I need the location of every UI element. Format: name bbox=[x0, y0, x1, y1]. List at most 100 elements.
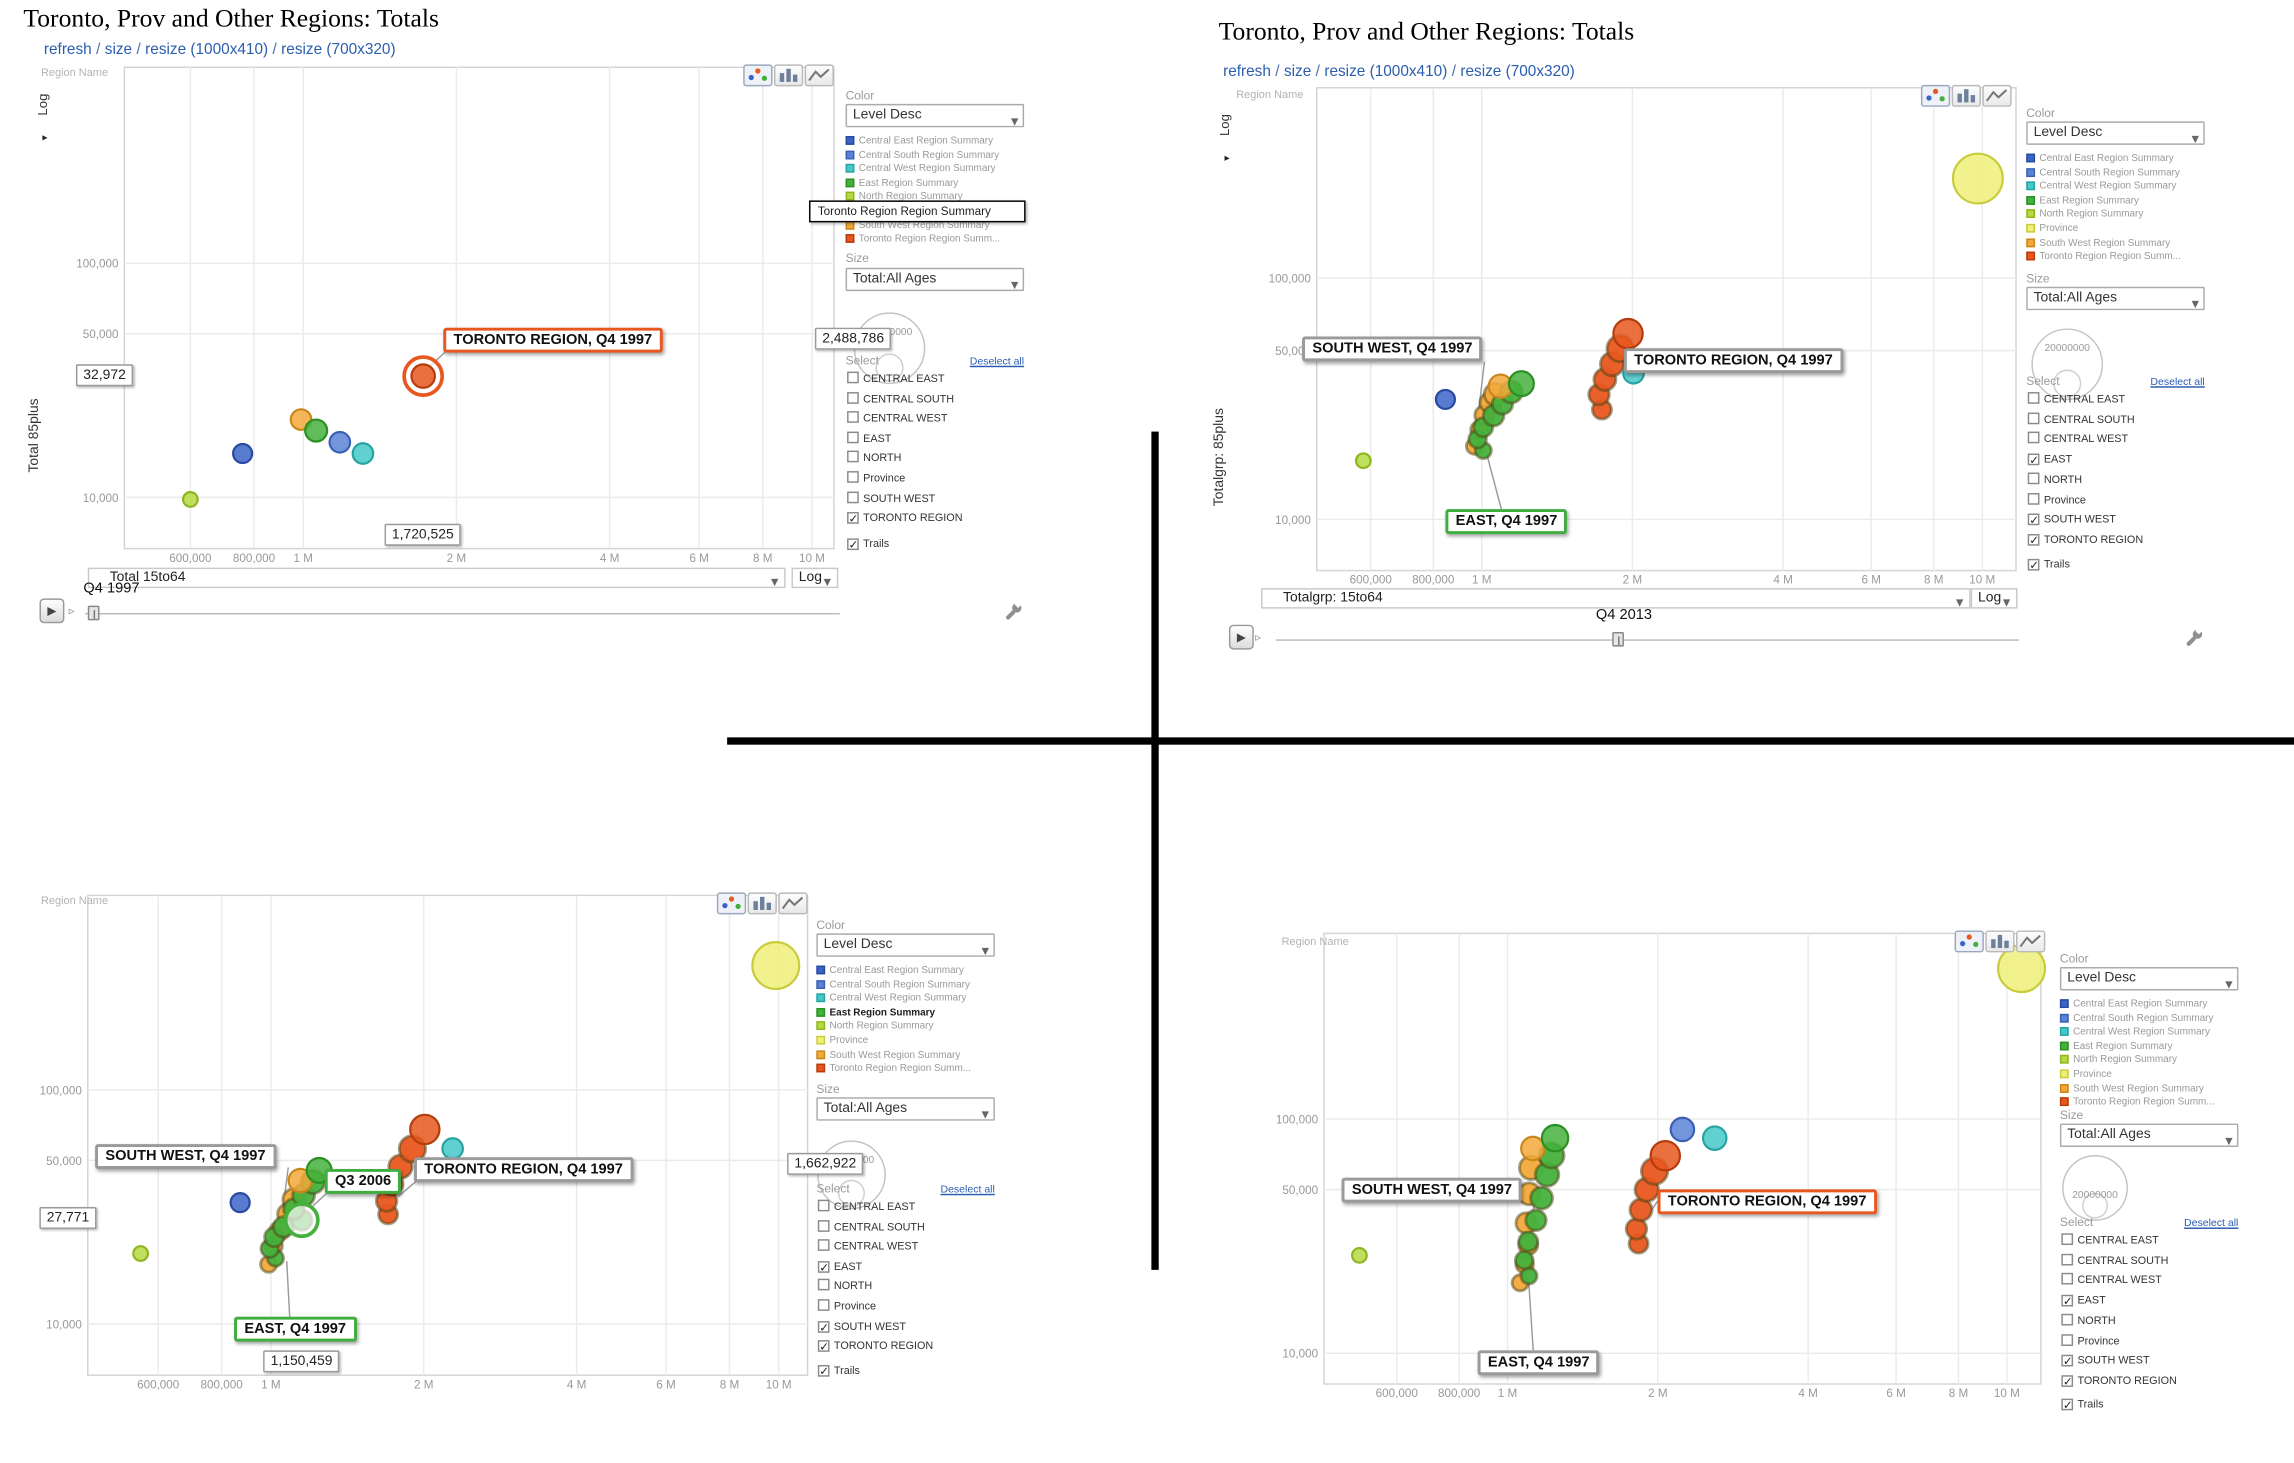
legend-item[interactable]: South West Region Summary bbox=[816, 1049, 960, 1063]
legend-item[interactable]: Central South Region Summary bbox=[845, 150, 999, 163]
legend-item[interactable]: Central East Region Summary bbox=[816, 965, 964, 979]
region-filter-row-toronto-region[interactable]: ✓ TORONTO REGION bbox=[847, 511, 963, 526]
checkbox[interactable]: ✓ bbox=[2061, 1398, 2074, 1412]
region-filter-row-central-east[interactable]: CENTRAL EAST bbox=[817, 1199, 915, 1213]
trails-toggle-row[interactable]: ✓ Trails bbox=[847, 537, 889, 552]
legend-item[interactable]: Toronto Region Region Summ... bbox=[845, 234, 1000, 247]
play-button[interactable]: ▶ bbox=[1228, 624, 1254, 650]
checkbox[interactable] bbox=[847, 391, 859, 404]
plot-frame[interactable] bbox=[1323, 932, 2042, 1385]
settings-wrench-icon[interactable] bbox=[2184, 627, 2203, 654]
checkbox[interactable] bbox=[817, 1279, 830, 1291]
region-filter-row-toronto-region[interactable]: ✓ TORONTO REGION bbox=[817, 1339, 933, 1353]
region-filter-row-east[interactable]: ✓ EAST bbox=[817, 1259, 862, 1274]
play-button[interactable]: ▶ bbox=[39, 598, 65, 624]
region-filter-row-province[interactable]: Province bbox=[2027, 492, 2086, 505]
region-filter-row-north[interactable]: NORTH bbox=[2061, 1313, 2116, 1327]
bubble-chart-tab-button[interactable] bbox=[1920, 84, 1951, 107]
x-axis-dropdown[interactable]: Total 15to64 ▼ bbox=[87, 567, 786, 589]
checkbox[interactable] bbox=[817, 1199, 830, 1212]
time-slider-handle[interactable] bbox=[88, 605, 100, 621]
legend-item[interactable]: Toronto Region Region Summ... bbox=[816, 1063, 971, 1077]
link-resize-700x320-[interactable]: resize (700x320) bbox=[281, 40, 396, 59]
checkbox[interactable] bbox=[2027, 492, 2040, 505]
checkbox[interactable] bbox=[847, 451, 859, 463]
bubble-central_east[interactable] bbox=[232, 442, 254, 465]
bubble-central_west[interactable] bbox=[351, 442, 375, 465]
bubble-annotation[interactable]: SOUTH WEST, Q4 1997 bbox=[1341, 1177, 1523, 1203]
link-refresh[interactable]: refresh bbox=[43, 40, 92, 59]
region-filter-row-toronto-region[interactable]: ✓ TORONTO REGION bbox=[2027, 532, 2143, 548]
bubble-annotation[interactable]: EAST, Q4 1997 bbox=[1477, 1350, 1600, 1376]
region-filter-row-province[interactable]: Province bbox=[847, 471, 905, 484]
link-size[interactable]: size bbox=[104, 40, 133, 59]
line-chart-tab-button[interactable] bbox=[804, 64, 834, 87]
region-filter-row-province[interactable]: Province bbox=[817, 1299, 876, 1312]
region-filter-row-north[interactable]: NORTH bbox=[817, 1279, 872, 1292]
deselect-all-link[interactable]: Deselect all bbox=[940, 1182, 995, 1196]
legend-item[interactable]: North Region Summary bbox=[2059, 1055, 2177, 1068]
legend-item[interactable]: Province bbox=[2059, 1069, 2112, 1082]
bubble-annotation[interactable]: EAST, Q4 1997 bbox=[234, 1316, 357, 1342]
bubble-province[interactable] bbox=[1951, 152, 2004, 205]
legend-item[interactable]: East Region Summary bbox=[2059, 1041, 2173, 1054]
region-filter-row-south-west[interactable]: SOUTH WEST bbox=[847, 490, 935, 504]
region-filter-row-central-west[interactable]: CENTRAL WEST bbox=[817, 1239, 918, 1253]
trails-toggle-row[interactable]: ✓ Trails bbox=[2027, 557, 2070, 571]
bubble-central_south[interactable] bbox=[328, 430, 352, 454]
size-dropdown[interactable]: Total:All Ages ▼ bbox=[2026, 286, 2205, 311]
checkbox[interactable] bbox=[817, 1299, 830, 1311]
selected-bubble-ring-east[interactable] bbox=[283, 1202, 320, 1239]
checkbox[interactable] bbox=[2061, 1273, 2074, 1286]
time-slider-track[interactable] bbox=[84, 613, 840, 615]
checkbox[interactable]: ✓ bbox=[817, 1320, 830, 1334]
bar-chart-tab-button[interactable] bbox=[747, 892, 777, 915]
deselect-all-link[interactable]: Deselect all bbox=[2184, 1215, 2239, 1229]
checkbox[interactable] bbox=[817, 1219, 830, 1232]
bubble-east[interactable] bbox=[304, 418, 329, 443]
region-filter-row-south-west[interactable]: ✓ SOUTH WEST bbox=[2061, 1354, 2150, 1369]
checkbox[interactable]: ✓ bbox=[2027, 533, 2040, 548]
legend-item[interactable]: Central East Region Summary bbox=[2026, 153, 2174, 167]
checkbox[interactable] bbox=[817, 1239, 830, 1252]
bubble-annotation[interactable]: TORONTO REGION, Q4 1997 bbox=[1657, 1189, 1877, 1215]
checkbox[interactable]: ✓ bbox=[2061, 1355, 2074, 1369]
region-filter-row-south-west[interactable]: ✓ SOUTH WEST bbox=[2027, 512, 2116, 527]
checkbox[interactable]: ✓ bbox=[847, 512, 859, 526]
region-filter-row-east[interactable]: ✓ EAST bbox=[2027, 452, 2072, 467]
legend-item[interactable]: Central West Region Summary bbox=[2026, 181, 2176, 195]
region-filter-row-central-east[interactable]: CENTRAL EAST bbox=[2027, 392, 2125, 405]
checkbox[interactable]: ✓ bbox=[2027, 513, 2040, 527]
checkbox[interactable] bbox=[847, 490, 859, 503]
plot-frame[interactable] bbox=[87, 894, 809, 1376]
region-filter-row-central-west[interactable]: CENTRAL WEST bbox=[2061, 1273, 2162, 1287]
region-filter-row-central-east[interactable]: CENTRAL EAST bbox=[2061, 1233, 2159, 1246]
legend-item[interactable]: Central West Region Summary bbox=[816, 993, 966, 1007]
bubble-toronto[interactable] bbox=[409, 1113, 441, 1146]
checkbox[interactable] bbox=[2027, 472, 2040, 484]
checkbox[interactable]: ✓ bbox=[847, 538, 859, 552]
checkbox[interactable] bbox=[847, 471, 859, 483]
color-dropdown[interactable]: Level Desc ▼ bbox=[816, 933, 995, 957]
y-scale-log-control[interactable]: Log bbox=[35, 92, 50, 115]
bar-chart-tab-button[interactable] bbox=[773, 64, 804, 87]
checkbox[interactable] bbox=[847, 411, 859, 424]
bubble-east[interactable] bbox=[1540, 1123, 1570, 1153]
bubble-province[interactable] bbox=[751, 941, 801, 991]
link-resize-1000x410-[interactable]: resize (1000x410) bbox=[1324, 62, 1448, 81]
bar-chart-tab-button[interactable] bbox=[1985, 930, 2015, 953]
checkbox[interactable] bbox=[847, 371, 859, 384]
bubble-chart-tab-button[interactable] bbox=[1954, 930, 1984, 953]
checkbox[interactable] bbox=[2061, 1253, 2074, 1266]
region-filter-row-north[interactable]: NORTH bbox=[2027, 472, 2082, 485]
legend-item[interactable]: Toronto Region Region Summ... bbox=[2026, 251, 2181, 265]
legend-item[interactable]: East Region Summary bbox=[845, 178, 958, 191]
legend-item[interactable]: Central East Region Summary bbox=[845, 136, 993, 149]
bubble-annotation[interactable]: Q3 2006 bbox=[324, 1168, 402, 1194]
size-dropdown[interactable]: Total:All Ages ▼ bbox=[816, 1097, 995, 1121]
region-filter-row-east[interactable]: EAST bbox=[847, 431, 891, 444]
bubble-toronto[interactable] bbox=[1649, 1140, 1682, 1172]
checkbox[interactable]: ✓ bbox=[2027, 453, 2040, 467]
checkbox[interactable]: ✓ bbox=[817, 1260, 830, 1274]
legend-item[interactable]: East Region Summary bbox=[2026, 195, 2139, 209]
